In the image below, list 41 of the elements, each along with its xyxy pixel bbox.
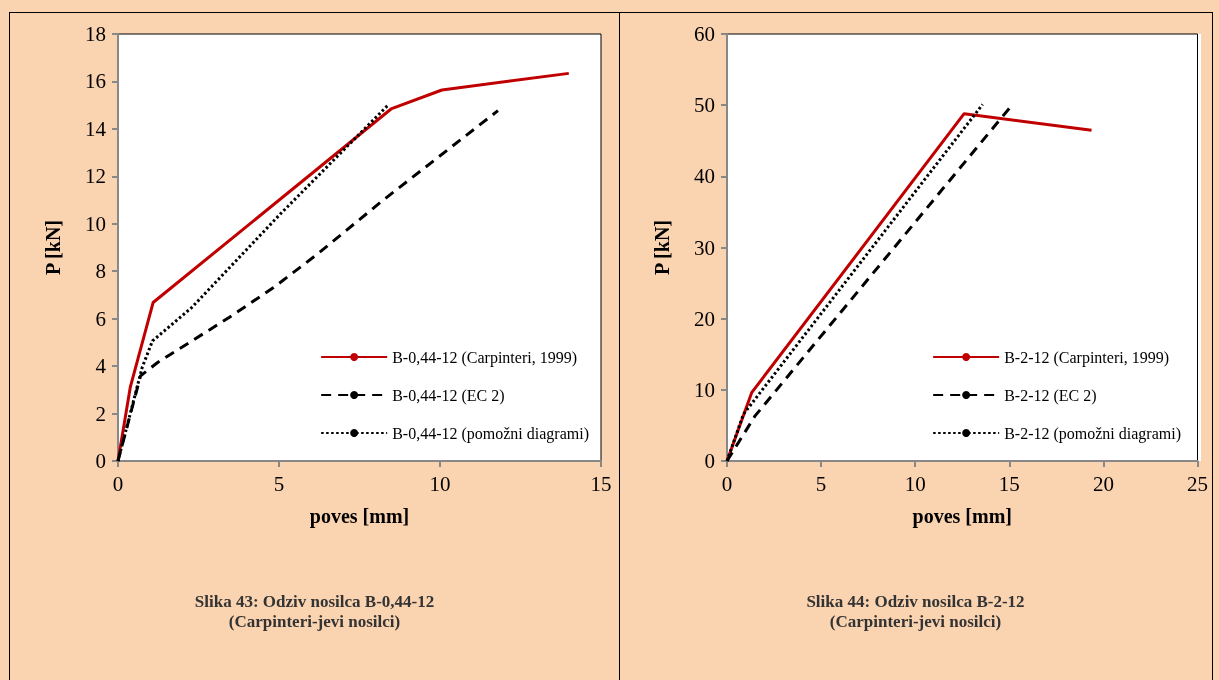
y-tick-label: 4: [95, 354, 107, 379]
y-axis-title: P [kN]: [651, 220, 673, 275]
legend-label: B-0,44-12 (Carpinteri, 1999): [392, 348, 578, 367]
text: (Carpinteri-jevi nosilci): [829, 612, 1002, 631]
y-tick-label: 0: [95, 449, 106, 473]
text: (Carpinteri-jevi nosilci): [228, 612, 401, 631]
legend-label: B-0,44-12 (pomožni diagrami): [392, 424, 589, 443]
x-tick-label: 10: [429, 471, 451, 496]
x-tick-label: 25: [1187, 471, 1208, 496]
y-tick-label: 6: [95, 306, 106, 331]
legend-label: B-0,44-12 (EC 2): [392, 386, 505, 405]
y-tick-label: 40: [694, 164, 715, 189]
x-tick-label: 10: [904, 471, 926, 496]
y-tick-label: 18: [85, 22, 106, 46]
text: Slika 44: Odziv nosilca B-2-12: [806, 592, 1025, 611]
y-tick-label: 0: [704, 449, 715, 473]
y-tick-label: 60: [694, 22, 715, 46]
y-tick-label: 20: [694, 306, 715, 331]
x-tick-label: 15: [998, 471, 1020, 496]
y-tick-label: 8: [95, 259, 106, 284]
x-tick-label: 5: [815, 471, 827, 496]
x-axis-title: poves [mm]: [309, 505, 410, 528]
y-tick-label: 14: [85, 116, 107, 141]
y-tick-label: 10: [85, 211, 106, 236]
x-tick-label: 0: [112, 471, 124, 496]
y-axis-title: P [kN]: [42, 220, 64, 275]
legend-label: B-2-12 (Carpinteri, 1999): [1004, 348, 1170, 367]
legend-label: B-2-12 (EC 2): [1004, 386, 1097, 405]
x-tick-label: 20: [1092, 471, 1114, 496]
legend-label: B-2-12 (pomožni diagrami): [1004, 424, 1181, 443]
x-tick-label: 0: [721, 471, 733, 496]
y-tick-label: 30: [694, 235, 715, 260]
y-tick-label: 12: [85, 164, 106, 189]
text: Slika 43: Odziv nosilca B-0,44-12: [194, 592, 435, 611]
x-axis-title: poves [mm]: [912, 505, 1012, 528]
x-tick-label: 15: [590, 471, 612, 496]
y-tick-label: 16: [85, 69, 106, 94]
y-tick-label: 10: [694, 377, 715, 402]
y-tick-label: 50: [694, 93, 715, 118]
x-tick-label: 5: [273, 471, 285, 496]
y-tick-label: 2: [95, 401, 106, 426]
